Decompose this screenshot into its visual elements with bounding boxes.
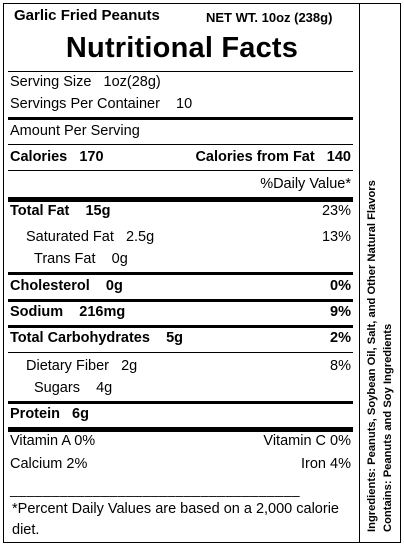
sugars-row: Sugars 4g	[34, 380, 351, 396]
sodium-row: Sodium 216mg 9%	[10, 304, 351, 320]
sodium-amount: 216mg	[79, 304, 126, 320]
net-weight: NET WT. 10oz (238g)	[206, 10, 333, 25]
serving-size-label: Serving Size	[10, 74, 92, 90]
saturated-fat-row: Saturated Fat 2.5g 13%	[26, 229, 351, 245]
calories-from-fat-value: 140	[326, 149, 351, 165]
trans-fat-amount: 0g	[111, 251, 128, 267]
divider	[8, 325, 353, 328]
calories-row: Calories 170 Calories from Fat 140	[10, 149, 351, 165]
servings-per-container-label: Servings Per Container	[10, 96, 160, 112]
divider	[8, 272, 353, 275]
total-fat-amount: 15g	[85, 203, 111, 219]
dietary-fiber-amount: 2g	[121, 358, 138, 374]
serving-size-value: 1oz(28g)	[103, 74, 161, 90]
cholesterol-dv: 0%	[330, 278, 351, 294]
ingredients-panel: Ingredients: Peanuts, Soybean Oil, Salt,…	[360, 4, 400, 542]
trans-fat-row: Trans Fat 0g	[34, 251, 351, 267]
sodium-dv: 9%	[330, 304, 351, 320]
servings-per-container-row: Servings Per Container 10	[10, 96, 351, 112]
cholesterol-label: Cholesterol	[10, 278, 90, 294]
saturated-fat-dv: 13%	[321, 229, 351, 245]
sugars-label: Sugars	[34, 380, 80, 396]
nutrition-label: Garlic Fried Peanuts NET WT. 10oz (238g)…	[3, 3, 401, 543]
divider	[8, 352, 353, 353]
saturated-fat-amount: 2.5g	[125, 229, 155, 245]
total-fat-row: Total Fat 15g 23%	[10, 203, 351, 219]
protein-amount: 6g	[72, 406, 89, 422]
servings-per-container-value: 10	[176, 96, 193, 112]
divider	[8, 71, 353, 72]
contains-line: Contains: Peanuts and Soy Ingredients	[382, 323, 394, 532]
calcium: Calcium 2%	[10, 456, 88, 472]
ingredients-line: Ingredients: Peanuts, Soybean Oil, Salt,…	[366, 180, 378, 532]
calories-from-fat-label: Calories from Fat	[195, 149, 315, 165]
product-name: Garlic Fried Peanuts	[14, 7, 160, 24]
daily-value-header: %Daily Value*	[260, 176, 351, 192]
dietary-fiber-label: Dietary Fiber	[26, 358, 109, 374]
dietary-fiber-row: Dietary Fiber 2g 8%	[26, 358, 351, 374]
saturated-fat-label: Saturated Fat	[26, 229, 114, 245]
total-fat-dv: 23%	[321, 203, 351, 219]
divider	[8, 427, 353, 432]
calories-from-fat: Calories from Fat 140	[195, 149, 351, 165]
dietary-fiber-dv: 8%	[330, 358, 351, 374]
iron: Iron 4%	[301, 456, 351, 472]
protein-label: Protein	[10, 406, 60, 422]
calories-label: Calories	[10, 149, 68, 165]
panel-title: Nutritional Facts	[65, 32, 299, 64]
protein-row: Protein 6g	[10, 406, 351, 422]
calories-value: 170	[79, 149, 104, 165]
vitamins-row-2: Calcium 2% Iron 4%	[10, 456, 351, 472]
total-fat-label: Total Fat	[10, 203, 70, 219]
ingredients-text: Ingredients: Peanuts, Soybean Oil, Salt,…	[360, 4, 400, 542]
nutrition-panel: Garlic Fried Peanuts NET WT. 10oz (238g)…	[4, 4, 360, 542]
footnote-separator: ___________________________________	[10, 481, 301, 497]
total-carbohydrates-dv: 2%	[330, 330, 351, 346]
cholesterol-row: Cholesterol 0g 0%	[10, 278, 351, 294]
vitamin-c: Vitamin C 0%	[263, 433, 351, 449]
sugars-amount: 4g	[96, 380, 113, 396]
footnote: *Percent Daily Values are based on a 2,0…	[12, 501, 339, 538]
total-carbohydrates-label: Total Carbohydrates	[10, 330, 150, 346]
sodium-label: Sodium	[10, 304, 64, 320]
total-carbohydrates-amount: 5g	[166, 330, 183, 346]
divider	[8, 401, 353, 404]
cholesterol-amount: 0g	[105, 278, 123, 294]
vitamins-row-1: Vitamin A 0% Vitamin C 0%	[10, 433, 351, 449]
trans-fat-label: Trans Fat	[34, 251, 96, 267]
divider	[8, 117, 353, 120]
divider	[8, 197, 353, 202]
serving-size-row: Serving Size 1oz(28g)	[10, 74, 351, 90]
vitamin-a: Vitamin A 0%	[10, 433, 96, 449]
divider	[8, 299, 353, 302]
divider	[8, 144, 353, 145]
amount-per-serving: Amount Per Serving	[10, 123, 140, 139]
total-carbohydrates-row: Total Carbohydrates 5g 2%	[10, 330, 351, 346]
divider	[8, 170, 353, 171]
